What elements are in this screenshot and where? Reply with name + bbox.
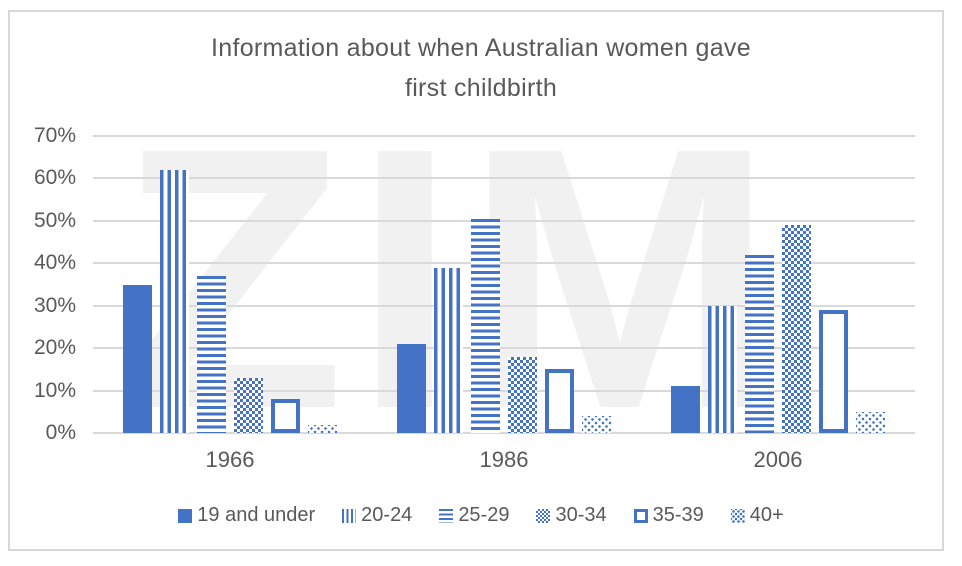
legend-swatch-35-39-icon — [633, 508, 648, 523]
gridline-60% — [93, 177, 915, 180]
y-tick-70%: 70% — [33, 124, 76, 147]
bar-1966-40+ — [308, 424, 337, 433]
bar-1986-19-and-under — [397, 343, 426, 433]
bar-group-2006 — [641, 136, 915, 433]
chart-title-line1: Information about when Australian women … — [211, 34, 751, 62]
legend-item-40+: 40+ — [730, 504, 784, 527]
legend-item-19-and-under: 19 and under — [178, 504, 315, 527]
gridline-10% — [93, 389, 915, 392]
x-label-1966: 1966 — [205, 447, 255, 472]
gridline-30% — [93, 304, 915, 307]
bar-1986-35-39 — [545, 369, 574, 433]
bar-1986-20-24 — [434, 267, 463, 433]
gridline-70% — [93, 135, 915, 137]
bar-1986-40+ — [582, 416, 611, 433]
y-tick-50%: 50% — [33, 208, 76, 232]
bar-group-1966 — [93, 136, 367, 433]
chart-title-line2: first childbirth — [404, 74, 558, 102]
legend-label-19-and-under: 19 and under — [197, 504, 316, 526]
y-axis: 0% 10% 20% 30% 40% 50% 60% 70% — [0, 124, 80, 444]
bar-1966-35-39 — [271, 399, 300, 433]
bar-groups — [93, 136, 915, 433]
legend-swatch-40+-icon — [730, 508, 745, 523]
bar-2006-20-24 — [708, 305, 737, 433]
bar-1986-30-34 — [508, 356, 537, 433]
y-tick-60%: 60% — [33, 166, 76, 190]
bar-2006-35-39 — [819, 309, 848, 433]
legend-label-40+: 40+ — [749, 504, 784, 526]
legend-item-30-34: 30-34 — [536, 504, 607, 527]
y-tick-30%: 30% — [33, 293, 76, 317]
legend-swatch-30-34-icon — [536, 508, 551, 523]
bar-2006-25-29 — [745, 254, 774, 433]
bar-1966-20-24 — [160, 169, 189, 433]
y-tick-20%: 20% — [33, 336, 76, 360]
gridline-40% — [93, 262, 915, 265]
bar-1966-25-29 — [197, 276, 226, 433]
y-tick-0%: 0% — [45, 421, 76, 444]
legend-swatch-19-and-under-icon — [178, 508, 193, 523]
y-tick-10%: 10% — [33, 378, 76, 402]
legend-item-35-39: 35-39 — [633, 504, 704, 527]
legend-swatch-20-24-icon — [342, 508, 357, 523]
gridline-50% — [93, 219, 915, 222]
bar-2006-30-34 — [782, 225, 811, 433]
bar-1966-19-and-under — [123, 284, 152, 433]
legend-item-20-24: 20-24 — [342, 504, 412, 527]
bar-1986-25-29 — [471, 218, 500, 433]
legend-label-25-29: 25-29 — [458, 504, 510, 526]
chart-title: Information about when Australian women … — [0, 28, 962, 108]
gridline-0% — [93, 432, 915, 434]
legend-swatch-25-29-icon — [439, 508, 454, 523]
legend-label-35-39: 35-39 — [652, 504, 704, 526]
legend-label-30-34: 30-34 — [555, 504, 607, 526]
gridline-20% — [93, 347, 915, 350]
bar-group-1986 — [367, 136, 641, 433]
legend: 19 and under 20-24 25-29 30-34 35-39 40+ — [0, 504, 962, 527]
bar-2006-40+ — [856, 411, 885, 433]
bar-2006-19-and-under — [671, 386, 700, 433]
legend-item-25-29: 25-29 — [439, 504, 509, 527]
y-tick-40%: 40% — [33, 251, 76, 275]
bar-1966-30-34 — [234, 377, 263, 433]
x-axis-labels: 1966 1986 2006 — [93, 447, 915, 473]
legend-label-20-24: 20-24 — [361, 504, 413, 526]
x-label-2006: 2006 — [753, 447, 803, 472]
x-label-1986: 1986 — [479, 447, 529, 472]
plot-area — [93, 135, 915, 434]
